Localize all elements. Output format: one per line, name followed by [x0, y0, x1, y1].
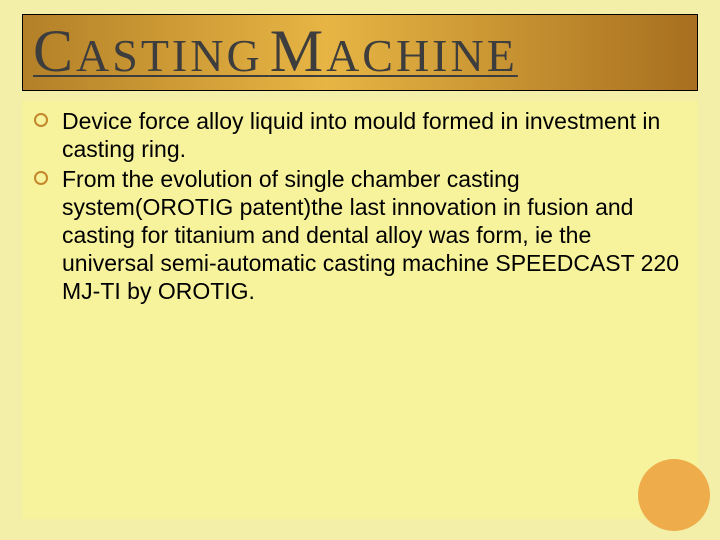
- bullet-list: Device force alloy liquid into mould for…: [34, 107, 688, 305]
- title-cap-1: C: [33, 18, 76, 84]
- list-item: From the evolution of single chamber cas…: [34, 165, 688, 305]
- bullet-text: From the evolution of single chamber cas…: [62, 165, 688, 305]
- bullet-ring-icon: [34, 113, 48, 127]
- title-rest-1: ASTING: [76, 30, 263, 81]
- list-item: Device force alloy liquid into mould for…: [34, 107, 688, 163]
- content-box: Device force alloy liquid into mould for…: [22, 101, 698, 519]
- slide-title: CASTING MACHINE: [33, 58, 518, 75]
- bullet-ring-icon: [34, 171, 48, 185]
- bullet-text: Device force alloy liquid into mould for…: [62, 107, 688, 163]
- accent-circle-icon: [638, 459, 710, 531]
- title-rest-2: ACHINE: [326, 30, 518, 81]
- title-cap-2: M: [270, 18, 326, 84]
- slide: CASTING MACHINE Device force alloy liqui…: [0, 0, 720, 540]
- title-box: CASTING MACHINE: [22, 14, 698, 91]
